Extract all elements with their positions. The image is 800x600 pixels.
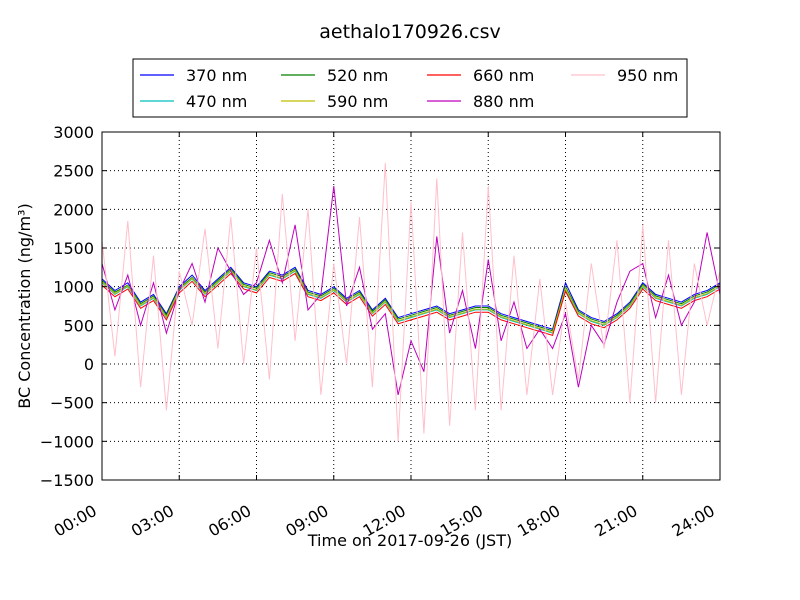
y-tick-label: −1500 [40,471,94,490]
legend-label: 520 nm [327,66,388,85]
legend-label: 470 nm [186,92,247,111]
y-tick-label: −1000 [40,432,94,451]
legend-label: 590 nm [327,92,388,111]
y-tick-label: 2500 [53,162,94,181]
ticks [101,131,721,481]
series-line-880-nm [101,186,721,396]
x-axis-label: Time on 2017-09-26 (JST) [307,531,512,550]
legend-label: 950 nm [617,66,678,85]
series-line-370-nm [101,266,721,330]
legend: 370 nm 470 nm 520 nm 590 nm 660 nm 880 nm 950 … [132,58,688,118]
series-line-520-nm [101,268,721,332]
legend-label: 660 nm [473,66,534,85]
legend-label: 880 nm [473,92,534,111]
y-tick-label: 2000 [53,200,94,219]
y-tick-label: 0 [84,355,94,374]
y-tick-label: −500 [50,394,94,413]
series-line-660-nm [101,272,721,337]
series-line-590-nm [101,269,721,333]
y-axis-label: BC Concentration (ng/m³) [15,203,34,408]
y-tick-label: 500 [63,316,94,335]
series-line-950-nm [101,162,721,442]
legend-label: 370 nm [186,66,247,85]
chart-title: aethalo170926.csv [319,21,501,43]
y-tick-label: 3000 [53,123,94,142]
series-layer [101,162,721,442]
y-tick-label: 1000 [53,278,94,297]
legend-box [132,58,688,118]
y-tick-label: 1500 [53,239,94,258]
y-tick-labels: 3000 2500 2000 1500 1000 500 0 −500 −1000 −1500 [40,123,94,490]
series-line-470-nm [101,270,721,334]
